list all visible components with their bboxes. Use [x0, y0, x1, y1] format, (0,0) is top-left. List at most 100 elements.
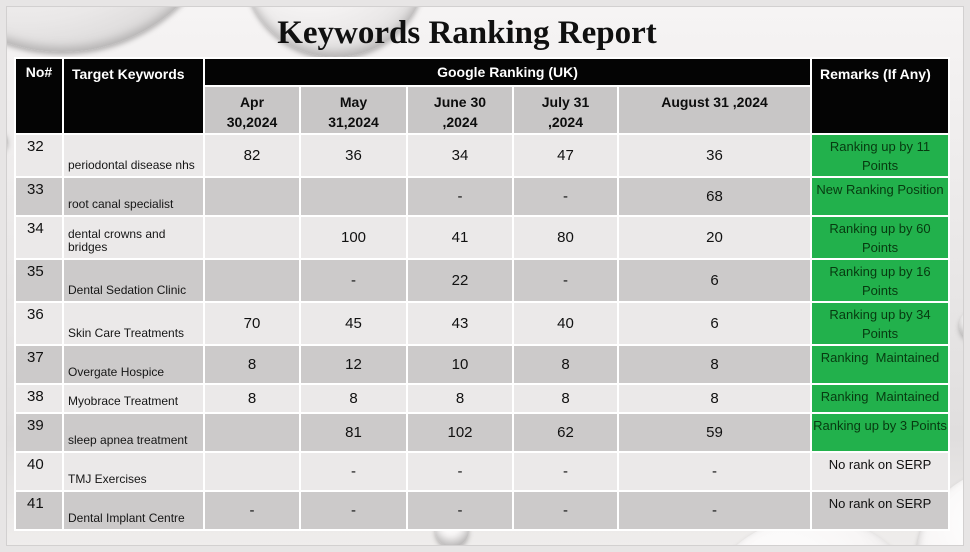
row-number: 39	[14, 412, 64, 453]
rank-cell: 6	[616, 301, 813, 346]
rank-cell: 100	[299, 215, 408, 260]
keyword-cell: periodontal disease nhs	[62, 133, 205, 178]
rank-cell: -	[299, 490, 408, 531]
rank-cell	[299, 176, 408, 217]
rank-cell: -	[299, 451, 408, 492]
bubble-decoration	[7, 128, 8, 152]
row-number: 34	[14, 215, 64, 260]
table-row: 36 Skin Care Treatments 70 45 43 40 6 Ra…	[14, 301, 951, 346]
remark-cell: Ranking up by 11 Points	[810, 133, 951, 178]
rank-cell: -	[299, 258, 408, 303]
rank-cell: 12	[299, 344, 408, 385]
month-header-august: August 31 ,2024	[616, 85, 813, 135]
rank-cell: 80	[512, 215, 619, 260]
row-number: 35	[14, 258, 64, 303]
keyword-cell: root canal specialist	[62, 176, 205, 217]
rank-cell: 68	[616, 176, 813, 217]
table-row: 38 Myobrace Treatment 8 8 8 8 8 Ranking …	[14, 383, 951, 414]
row-number: 38	[14, 383, 64, 414]
table-row: 39 sleep apnea treatment 81 102 62 59 Ra…	[14, 412, 951, 453]
remark-cell: New Ranking Position	[810, 176, 951, 217]
row-number: 40	[14, 451, 64, 492]
rank-cell: 34	[406, 133, 514, 178]
table-row: 37 Overgate Hospice 8 12 10 8 8 Ranking …	[14, 344, 951, 385]
rank-cell: 8	[512, 383, 619, 414]
table-row: 33 root canal specialist - - 68 New Rank…	[14, 176, 951, 217]
rank-cell: 43	[406, 301, 514, 346]
remark-cell: Ranking up by 3 Points	[810, 412, 951, 453]
rank-cell: 82	[203, 133, 301, 178]
rank-cell: 70	[203, 301, 301, 346]
rank-cell: -	[616, 451, 813, 492]
remark-cell: Ranking up by 60 Points	[810, 215, 951, 260]
slide-background: Keywords Ranking Report No# Target Keywo…	[7, 7, 963, 545]
rank-cell: 40	[512, 301, 619, 346]
row-number: 37	[14, 344, 64, 385]
remark-cell: No rank on SERP	[810, 490, 951, 531]
rank-cell: -	[203, 490, 301, 531]
rank-cell	[203, 451, 301, 492]
keyword-cell: dental crowns and bridges	[62, 215, 205, 260]
rank-cell: 59	[616, 412, 813, 453]
rank-cell: 102	[406, 412, 514, 453]
keyword-cell: TMJ Exercises	[62, 451, 205, 492]
rank-cell: -	[512, 176, 619, 217]
keyword-cell: Dental Implant Centre	[62, 490, 205, 531]
remark-cell: Ranking up by 16 Points	[810, 258, 951, 303]
header-row-months: Apr 30,2024 May 31,2024 June 30 ,2024 Ju…	[15, 85, 949, 135]
rank-cell: -	[406, 490, 514, 531]
rank-cell: 47	[512, 133, 619, 178]
rank-cell: 20	[616, 215, 813, 260]
rank-cell: -	[406, 451, 514, 492]
rank-cell: 8	[616, 344, 813, 385]
table-row: 32 periodontal disease nhs 82 36 34 47 3…	[14, 133, 951, 178]
remark-cell: Ranking up by 34 Points	[810, 301, 951, 346]
keywords-ranking-table: No# Target Keywords Google Ranking (UK) …	[14, 57, 951, 531]
rank-cell: 8	[203, 383, 301, 414]
rank-cell	[203, 176, 301, 217]
rank-cell: 22	[406, 258, 514, 303]
month-header-july: July 31 ,2024	[512, 85, 619, 135]
rank-cell: 62	[512, 412, 619, 453]
rank-cell: 36	[299, 133, 408, 178]
rank-cell: 8	[616, 383, 813, 414]
keyword-cell: Skin Care Treatments	[62, 301, 205, 346]
rank-cell: 8	[299, 383, 408, 414]
remark-cell: No rank on SERP	[810, 451, 951, 492]
keyword-cell: Overgate Hospice	[62, 344, 205, 385]
rank-cell: 10	[406, 344, 514, 385]
rank-cell: -	[512, 258, 619, 303]
remark-cell: Ranking Maintained	[810, 383, 951, 414]
rank-cell	[203, 215, 301, 260]
row-number: 33	[14, 176, 64, 217]
row-number: 32	[14, 133, 64, 178]
rank-cell: -	[512, 451, 619, 492]
page-title: Keywords Ranking Report	[277, 15, 657, 51]
table-row: 41 Dental Implant Centre - - - - - No ra…	[14, 490, 951, 531]
table-header: No# Target Keywords Google Ranking (UK) …	[14, 57, 951, 135]
keyword-cell: Myobrace Treatment	[62, 383, 205, 414]
rank-cell: 8	[406, 383, 514, 414]
bubble-decoration	[959, 310, 963, 340]
column-header-no: No#	[14, 57, 64, 135]
keyword-cell: sleep apnea treatment	[62, 412, 205, 453]
rank-cell: 6	[616, 258, 813, 303]
rank-cell: -	[406, 176, 514, 217]
column-header-google-ranking: Google Ranking (UK)	[202, 57, 813, 87]
rank-cell: 41	[406, 215, 514, 260]
table-body: 32 periodontal disease nhs 82 36 34 47 3…	[14, 133, 951, 531]
remark-cell: Ranking Maintained	[810, 344, 951, 385]
column-header-target-keywords: Target Keywords	[62, 57, 205, 135]
table-row: 35 Dental Sedation Clinic - 22 - 6 Ranki…	[14, 258, 951, 303]
rank-cell: 36	[616, 133, 813, 178]
rank-cell: 8	[203, 344, 301, 385]
keyword-cell: Dental Sedation Clinic	[62, 258, 205, 303]
rank-cell: 8	[512, 344, 619, 385]
table-row: 40 TMJ Exercises - - - - No rank on SERP	[14, 451, 951, 492]
rank-cell: -	[616, 490, 813, 531]
column-header-remarks: Remarks (If Any)	[810, 57, 951, 135]
rank-cell	[203, 412, 301, 453]
header-row-main: No# Target Keywords Google Ranking (UK) …	[14, 57, 951, 135]
rank-cell	[203, 258, 301, 303]
table-row: 34 dental crowns and bridges 100 41 80 2…	[14, 215, 951, 260]
